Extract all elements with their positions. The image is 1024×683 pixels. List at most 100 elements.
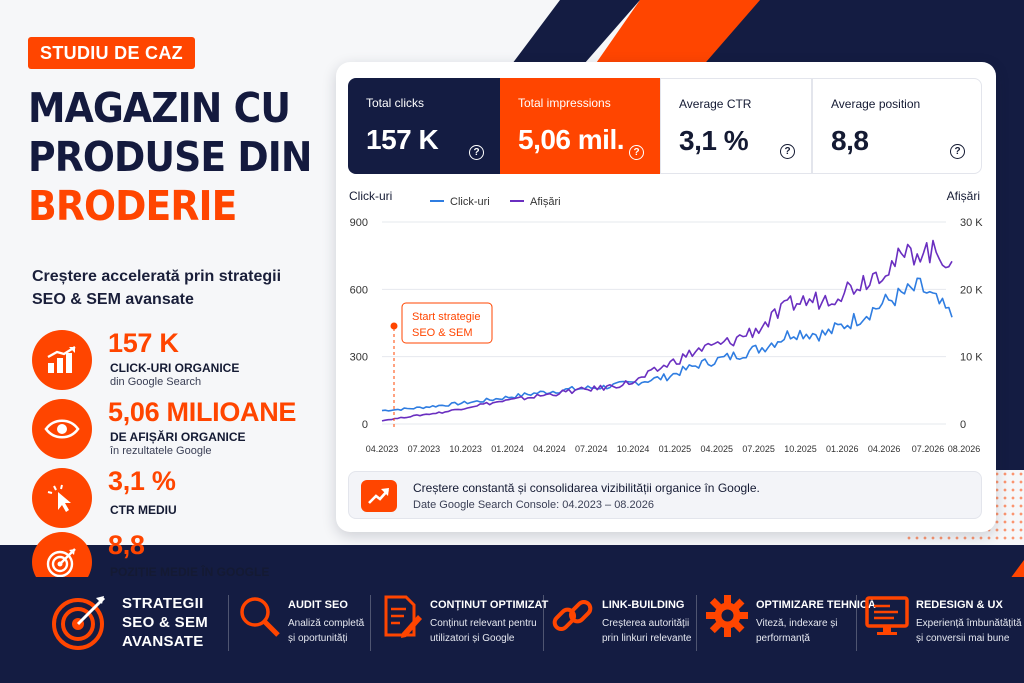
stat-value: 3,1 % bbox=[679, 125, 749, 156]
divider bbox=[543, 595, 544, 651]
help-icon[interactable]: ? bbox=[629, 145, 644, 160]
summary-note: Creștere constantă și consolidarea vizib… bbox=[348, 471, 982, 519]
series-line-impressions bbox=[381, 239, 953, 422]
feature-desc: Analiză completă și oportunități bbox=[288, 616, 364, 646]
feature-desc: Experiență îmbunătățită și conversii mai … bbox=[916, 616, 1022, 646]
feature-title: LINK-BUILDING bbox=[602, 599, 685, 611]
y-tick-right: 30 K bbox=[960, 217, 983, 229]
divider bbox=[856, 595, 857, 651]
help-icon[interactable]: ? bbox=[950, 144, 965, 159]
x-tick-label: 01.2026 bbox=[826, 444, 859, 454]
eye-icon bbox=[32, 399, 92, 459]
x-tick-label: 04.2026 bbox=[868, 444, 901, 454]
y-tick-right: 10 K bbox=[960, 352, 983, 364]
feature-title: CONȚINUT OPTIMIZAT bbox=[430, 599, 549, 611]
strip-lead-line: STRATEGII bbox=[122, 595, 204, 612]
y-tick-left: 600 bbox=[350, 284, 368, 296]
stat-label: Average CTR bbox=[679, 97, 752, 111]
feature-title: OPTIMIZARE TEHNICĂ bbox=[756, 599, 876, 611]
feature-desc: Creșterea autorității prin linkuri releva… bbox=[602, 616, 692, 646]
document-edit-icon bbox=[384, 595, 422, 638]
strip-lead-line: AVANSATE bbox=[122, 633, 204, 650]
y-tick-right: 0 bbox=[960, 419, 966, 431]
strip-background bbox=[0, 577, 1024, 683]
help-icon[interactable]: ? bbox=[469, 145, 484, 160]
cursor-click-icon bbox=[32, 468, 92, 528]
feature-desc-line: performanță bbox=[756, 633, 810, 644]
y-tick-left: 900 bbox=[350, 217, 368, 229]
legend-label: Afișări bbox=[530, 196, 561, 208]
stat-value: 157 K bbox=[366, 124, 439, 155]
page-title: MAGAZIN CU PRODUSE DIN BRODERIE bbox=[28, 84, 312, 231]
feature-desc-line: Viteză, indexare și bbox=[756, 618, 838, 629]
feature-desc-line: Creșterea autorității bbox=[602, 618, 690, 629]
x-tick-label: 10.2025 bbox=[784, 444, 817, 454]
series-line-clicks bbox=[381, 277, 953, 412]
bar-chart-growth-icon bbox=[32, 330, 92, 390]
kpi-label: DE AFIȘĂRI ORGANICE bbox=[110, 430, 246, 444]
note-line-2: Date Google Search Console: 04.2023 – 08… bbox=[413, 499, 654, 511]
divider bbox=[370, 595, 371, 651]
y-axis-title-right: Afișări bbox=[947, 189, 980, 203]
x-tick-label: 07.2025 bbox=[742, 444, 775, 454]
kpi-sub: din Google Search bbox=[110, 376, 202, 388]
x-tick-label: 08.2026 bbox=[948, 444, 981, 454]
kpi-value: 5,06 MILIOANE bbox=[108, 397, 297, 427]
kpi-value: 3,1 % bbox=[108, 466, 176, 496]
feature-desc-line: utilizatori și Google bbox=[430, 633, 515, 644]
kpi-value: 8,8 bbox=[108, 530, 145, 560]
y-tick-left: 300 bbox=[350, 352, 368, 364]
strategies-strip: STRATEGII SEO & SEM AVANSATE AUDIT SEO A… bbox=[0, 577, 1024, 683]
x-tick-label: 04.2024 bbox=[533, 444, 566, 454]
kpi-clicks: 157 K CLICK-URI ORGANICE din Google Sear… bbox=[32, 328, 322, 394]
title-line-1: MAGAZIN CU bbox=[28, 84, 291, 132]
feature-desc-line: Experiență îmbunătățită bbox=[916, 618, 1022, 629]
x-tick-label: 01.2024 bbox=[491, 444, 524, 454]
x-tick-label: 10.2024 bbox=[617, 444, 650, 454]
kpi-label: POZIȚIE MEDIE ÎN GOOGLE bbox=[110, 565, 270, 579]
kpi-ctr: 3,1 % CTR MEDIU bbox=[32, 466, 322, 532]
kpi-impressions: 5,06 MILIOANE DE AFIȘĂRI ORGANICE în rez… bbox=[32, 397, 322, 463]
y-tick-left: 0 bbox=[362, 419, 368, 431]
stat-total-clicks: Total clicks 157 K ? bbox=[348, 78, 500, 174]
y-axis-title-left: Click-uri bbox=[349, 189, 392, 203]
feature-title: AUDIT SEO bbox=[288, 599, 348, 611]
feature-desc: Viteză, indexare și performanță bbox=[756, 616, 838, 646]
title-accent: BRODERIE bbox=[28, 182, 237, 230]
stat-label: Average position bbox=[831, 97, 921, 111]
x-tick-label: 07.2024 bbox=[575, 444, 608, 454]
kpi-label: CLICK-URI ORGANICE bbox=[110, 361, 240, 375]
feature-desc-line: Conținut relevant pentru bbox=[430, 618, 537, 629]
stat-label: Total clicks bbox=[366, 96, 425, 110]
stat-value: 5,06 mil. bbox=[518, 124, 625, 155]
annotation-dot bbox=[390, 322, 398, 330]
x-tick-label: 01.2025 bbox=[659, 444, 692, 454]
help-icon[interactable]: ? bbox=[780, 144, 795, 159]
case-study-tag: STUDIU DE CAZ bbox=[28, 37, 195, 69]
stat-label: Total impressions bbox=[518, 96, 611, 110]
stat-total-impressions: Total impressions 5,06 mil. ? bbox=[500, 78, 660, 174]
annotation-text: SEO & SEM bbox=[412, 327, 473, 339]
feature-desc-line: Analiză completă bbox=[288, 618, 365, 629]
x-tick-label: 07.2026 bbox=[912, 444, 945, 454]
gear-icon bbox=[706, 595, 748, 637]
annotation-text: Start strategie bbox=[412, 311, 480, 323]
subtitle: Creștere accelerată prin strategii SEO &… bbox=[32, 268, 282, 308]
x-tick-label: 04.2025 bbox=[700, 444, 733, 454]
annotation-box bbox=[401, 302, 493, 344]
x-tick-label: 04.2023 bbox=[366, 444, 399, 454]
x-tick-label: 07.2023 bbox=[408, 444, 441, 454]
target-arrow-icon bbox=[52, 596, 106, 650]
monitor-icon bbox=[865, 596, 909, 635]
strip-lead-line: SEO & SEM bbox=[122, 614, 209, 631]
divider bbox=[228, 595, 229, 651]
magnifier-icon bbox=[240, 597, 280, 637]
chain-link-icon bbox=[552, 599, 593, 632]
stat-average-ctr: Average CTR 3,1 % ? bbox=[660, 78, 812, 174]
divider bbox=[696, 595, 697, 651]
note-line-1: Creștere constantă și consolidarea vizib… bbox=[413, 481, 760, 495]
x-tick-label: 10.2023 bbox=[449, 444, 482, 454]
feature-desc: Conținut relevant pentru utilizatori și G… bbox=[430, 616, 537, 646]
stat-value: 8,8 bbox=[831, 125, 869, 156]
